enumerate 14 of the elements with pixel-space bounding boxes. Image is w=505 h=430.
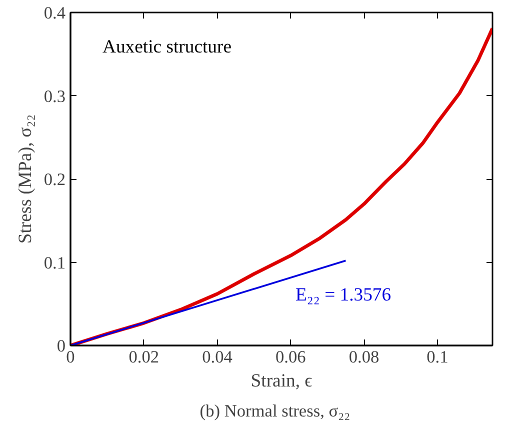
y-tick-label: 0.3 (44, 86, 66, 106)
x-axis-title: Strain, ϵ (250, 370, 313, 392)
annotation: Auxetic structure (102, 36, 232, 58)
annotation: E₂₂ = 1.3576 (296, 284, 392, 306)
x-tick-label: 0.1 (426, 348, 448, 366)
x-tick-label: 0.02 (128, 348, 160, 366)
x-tick-label: 0.08 (348, 348, 380, 366)
y-axis-title: Stress (MPa), σ₂₂ (14, 114, 36, 244)
x-tick-label: 0.06 (276, 348, 306, 366)
y-tick-label: 0.4 (44, 4, 66, 22)
x-tick-label: 0.04 (202, 348, 233, 366)
y-tick-label: 0.1 (44, 253, 66, 272)
y-tick-label: 0.2 (44, 170, 66, 189)
text: (b) Normal stress, σ₂₂ (200, 402, 350, 420)
